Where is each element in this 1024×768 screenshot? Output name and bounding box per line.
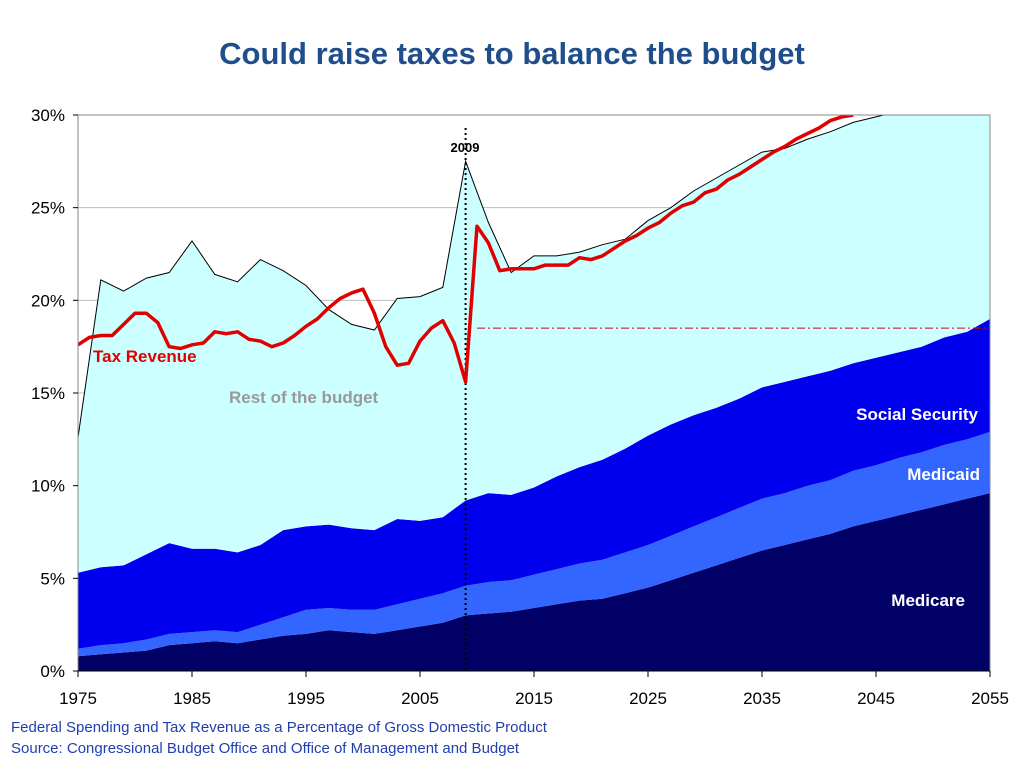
- y-tick-label: 20%: [31, 291, 65, 310]
- tax-revenue-line: [78, 115, 854, 384]
- x-tick-label: 1985: [173, 689, 211, 708]
- footnote-source: Source: Congressional Budget Office and …: [11, 740, 520, 757]
- lines: [78, 115, 990, 671]
- axes: 0% 5% 10% 15% 20% 25% 30% 1975 1985 1995 2005 2015 2…: [31, 106, 1009, 708]
- x-tick-label: 2015: [515, 689, 553, 708]
- stacked-areas: [78, 115, 990, 671]
- footnote-description: Federal Spending and Tax Revenue as a Pe…: [11, 719, 547, 736]
- annotation-medicaid: Medicaid: [907, 465, 980, 484]
- x-tick-label: 2055: [971, 689, 1009, 708]
- y-tick-label: 30%: [31, 106, 65, 125]
- area-rest-of-budget: [78, 115, 990, 573]
- annotation-tax-revenue: Tax Revenue: [93, 347, 197, 366]
- x-tick-label: 2045: [857, 689, 895, 708]
- x-tick-label: 2025: [629, 689, 667, 708]
- y-tick-label: 25%: [31, 199, 65, 218]
- total-spending-line: [78, 115, 886, 438]
- area-medicare: [78, 493, 990, 671]
- annotation-rest-of-budget: Rest of the budget: [229, 388, 379, 407]
- x-tick-label: 1995: [287, 689, 325, 708]
- area-social-security: [78, 318, 990, 649]
- y-tick-label: 15%: [31, 384, 65, 403]
- annotation-medicare: Medicare: [891, 591, 965, 610]
- x-tick-label: 2005: [401, 689, 439, 708]
- x-tick-label: 1975: [59, 689, 97, 708]
- annotation-social-security: Social Security: [856, 405, 978, 424]
- y-tick-label: 10%: [31, 477, 65, 496]
- chart-title: Could raise taxes to balance the budget: [219, 36, 805, 71]
- y-tick-label: 0%: [40, 662, 65, 681]
- y-tick-label: 5%: [40, 569, 65, 588]
- marker-label: 2009: [451, 140, 480, 155]
- x-tick-label: 2035: [743, 689, 781, 708]
